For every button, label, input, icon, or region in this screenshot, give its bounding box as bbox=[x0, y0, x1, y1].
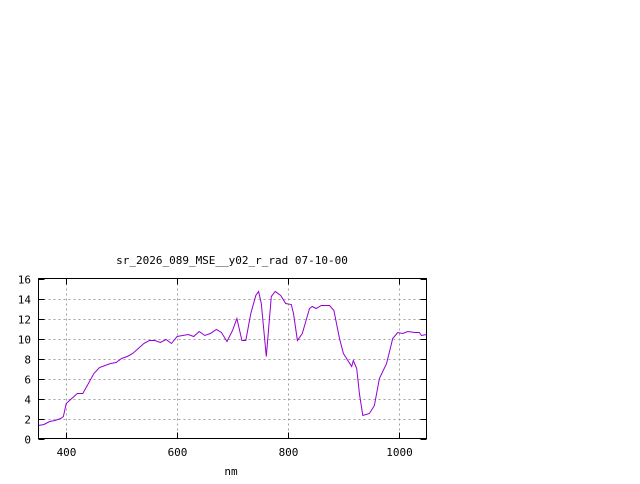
series-line bbox=[38, 290, 427, 426]
ticks bbox=[38, 278, 427, 440]
x-tick-label: 600 bbox=[168, 446, 188, 459]
y-tick-label: 0 bbox=[24, 434, 31, 447]
x-axis-label: nm bbox=[224, 465, 238, 478]
y-tick-label: 6 bbox=[24, 374, 31, 387]
y-tick-label: 10 bbox=[18, 334, 31, 347]
plot-border bbox=[38, 278, 427, 439]
y-tick-label: 12 bbox=[18, 314, 31, 327]
grid bbox=[38, 278, 427, 439]
y-tick-label: 16 bbox=[18, 274, 31, 287]
y-tick-label: 14 bbox=[18, 294, 32, 307]
y-tick-label: 8 bbox=[24, 354, 31, 367]
x-tick-label: 800 bbox=[279, 446, 299, 459]
x-tick-label: 1000 bbox=[386, 446, 413, 459]
y-tick-label: 4 bbox=[24, 394, 31, 407]
chart-title: sr_2026_089_MSE__y02_r_rad 07-10-00 bbox=[116, 254, 348, 267]
y-tick-label: 2 bbox=[24, 414, 31, 427]
x-tick-label: 400 bbox=[57, 446, 77, 459]
tick-labels: 0 2 4 6 8 10 12 14 16 400 600 800 1000 bbox=[18, 274, 413, 460]
